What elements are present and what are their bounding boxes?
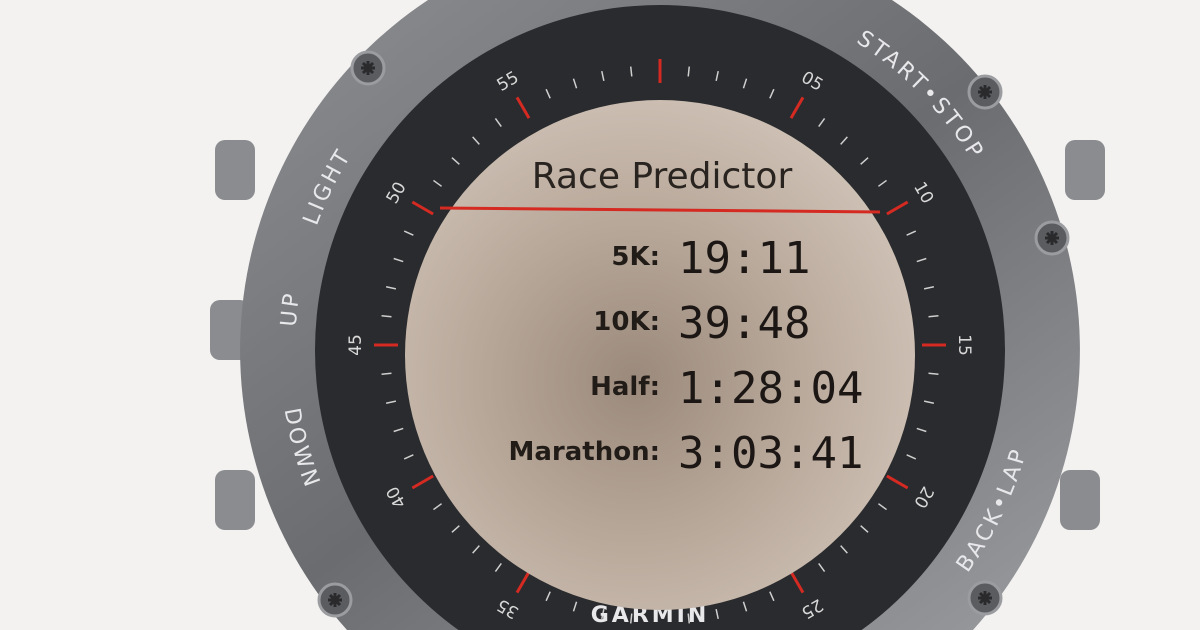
tick-mark [629, 66, 633, 77]
tick-mark [789, 571, 805, 594]
tick-mark [572, 601, 578, 612]
prediction-time: 39:48 [678, 298, 810, 349]
tick-mark [860, 525, 869, 533]
tick-mark [840, 136, 848, 145]
tick-mark [545, 88, 551, 99]
tick-mark [433, 503, 443, 511]
tick-mark [515, 571, 531, 594]
prediction-label: Marathon: [509, 437, 661, 467]
prediction-time: 1:28:04 [678, 363, 863, 414]
tick-mark [923, 400, 935, 404]
display [405, 100, 915, 610]
light-button[interactable] [215, 140, 255, 200]
tick-mark [494, 118, 502, 128]
prediction-time: 19:11 [678, 233, 810, 284]
prediction-label: 5K: [611, 242, 660, 272]
minute-label: 15 [954, 334, 974, 356]
tick-mark [886, 474, 909, 490]
torx-icon [978, 591, 992, 605]
tick-mark [928, 372, 939, 376]
tick-mark [403, 230, 414, 236]
tick-mark [515, 96, 531, 119]
prediction-time: 3:03:41 [678, 428, 863, 479]
tick-mark [923, 286, 935, 290]
tick-mark [840, 545, 848, 554]
tick-mark [403, 454, 414, 460]
torx-icon [328, 593, 342, 607]
tick-mark [769, 88, 775, 99]
tick-mark [601, 608, 605, 620]
tick-mark [906, 454, 917, 460]
tick-mark [860, 157, 869, 165]
tick-mark [601, 70, 605, 82]
tick-mark [715, 608, 719, 620]
back-lap-button[interactable] [1060, 470, 1100, 530]
tick-mark [715, 70, 719, 82]
tick-mark [381, 314, 392, 318]
torx-icon [1045, 231, 1059, 245]
tick-mark [916, 257, 927, 263]
tick-mark [687, 613, 691, 624]
torx-icon [978, 85, 992, 99]
tick-mark [393, 257, 404, 263]
prediction-label: 10K: [593, 307, 660, 337]
tick-mark [433, 179, 443, 187]
tick-mark [572, 78, 578, 89]
tick-mark [906, 230, 917, 236]
title-divider [439, 206, 881, 214]
tick-mark [411, 200, 434, 216]
tick-mark [742, 78, 748, 89]
tick-mark [877, 179, 887, 187]
tick-mark [742, 601, 748, 612]
prediction-list: 5K: 19:11 10K: 39:48 Half: 1:28:04 Marathon: 3:… [509, 233, 864, 479]
prediction-label: Half: [590, 372, 660, 402]
tick-mark [494, 562, 502, 572]
tick-mark [916, 427, 927, 433]
tick-mark [687, 66, 691, 77]
bezel-screws [317, 50, 1070, 618]
tick-mark [385, 286, 397, 290]
tick-mark [886, 200, 909, 216]
down-button[interactable] [215, 470, 255, 530]
tick-mark [818, 118, 826, 128]
minute-label: 45 [346, 334, 366, 356]
up-label: UP [277, 289, 306, 327]
tick-mark [789, 96, 805, 119]
tick-mark [545, 591, 551, 602]
screen-title: Race Predictor [532, 156, 793, 197]
tick-mark [411, 474, 434, 490]
tick-mark [769, 591, 775, 602]
tick-mark [393, 427, 404, 433]
tick-mark [381, 372, 392, 376]
up-button[interactable] [210, 300, 250, 360]
start-stop-button[interactable] [1065, 140, 1105, 200]
tick-mark [877, 503, 887, 511]
tick-mark [818, 562, 826, 572]
tick-mark [629, 613, 633, 624]
tick-mark [472, 545, 480, 554]
tick-mark [472, 136, 480, 145]
tick-mark [928, 314, 939, 318]
torx-icon [361, 61, 375, 75]
tick-mark [451, 525, 460, 533]
tick-mark [451, 157, 460, 165]
tick-mark [385, 400, 397, 404]
